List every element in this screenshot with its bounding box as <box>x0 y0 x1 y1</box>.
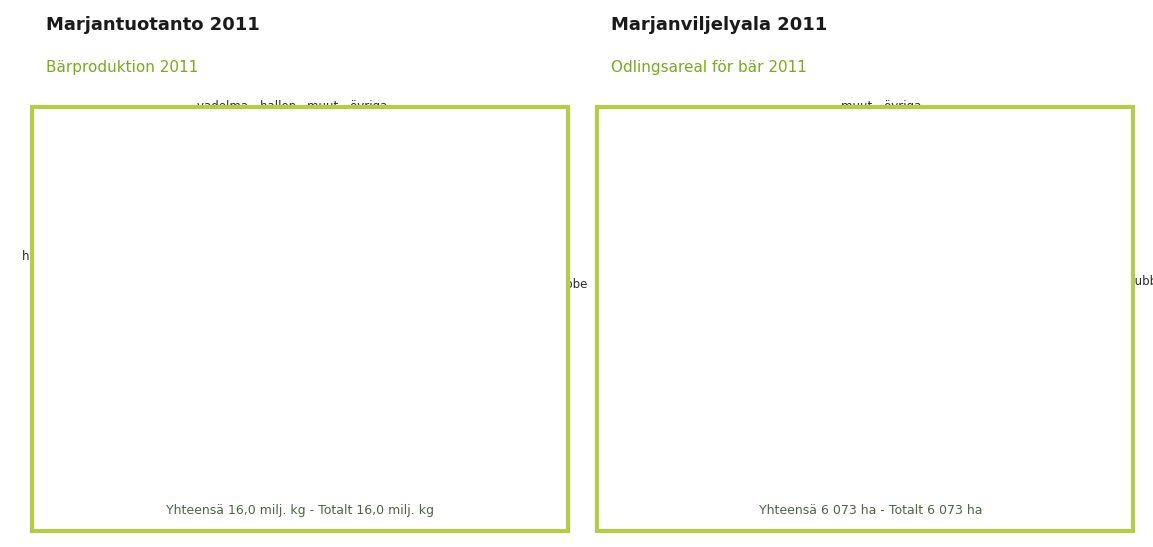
Wedge shape <box>155 188 288 317</box>
Wedge shape <box>764 187 865 317</box>
Wedge shape <box>235 178 288 317</box>
Text: mansikka - jordgubbe
12,8 milj. kg: mansikka - jordgubbe 12,8 milj. kg <box>356 278 588 410</box>
Text: herukat - vinbär
1 920 ha: herukat - vinbär 1 920 ha <box>598 275 753 342</box>
Wedge shape <box>815 177 1004 457</box>
Text: mansikka - jordgubbe
3 386 ha: mansikka - jordgubbe 3 386 ha <box>978 275 1153 338</box>
Text: Yhteensä 6 073 ha - Totalt 6 073 ha: Yhteensä 6 073 ha - Totalt 6 073 ha <box>759 504 982 517</box>
Text: Bärproduktion 2011: Bärproduktion 2011 <box>46 60 198 75</box>
Wedge shape <box>272 177 288 317</box>
Text: Yhteensä 16,0 milj. kg - Totalt 16,0 milj. kg: Yhteensä 16,0 milj. kg - Totalt 16,0 mil… <box>166 504 434 517</box>
Text: vadelma - hallon
0,7 milj. kg: vadelma - hallon 0,7 milj. kg <box>197 100 296 193</box>
Text: Odlingsareal för bär 2011: Odlingsareal för bär 2011 <box>611 60 807 75</box>
Text: muut - övriga
0,3 milj. kg: muut - övriga 0,3 milj. kg <box>280 100 387 189</box>
Wedge shape <box>813 177 865 317</box>
Text: Marjanviljelyala 2011: Marjanviljelyala 2011 <box>611 16 828 34</box>
Wedge shape <box>149 177 428 457</box>
Text: herukat - vinbär
2,2 mij.kg: herukat - vinbär 2,2 mij.kg <box>22 240 204 278</box>
Wedge shape <box>725 219 865 448</box>
Text: muut - övriga
367 ha: muut - övriga 367 ha <box>842 100 921 196</box>
Text: Marjantuotanto 2011: Marjantuotanto 2011 <box>46 16 259 34</box>
Text: vadelma - hallon
400 ha: vadelma - hallon 400 ha <box>647 177 799 218</box>
